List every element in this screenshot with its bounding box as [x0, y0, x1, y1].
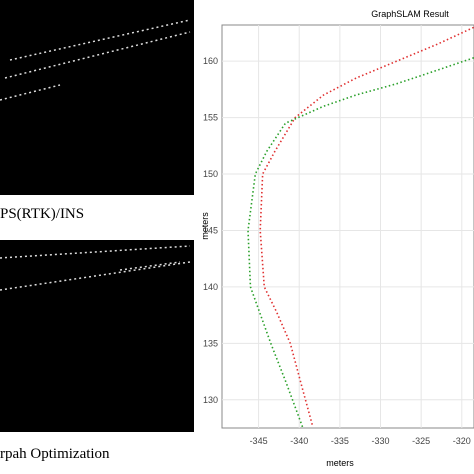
y-tick-label: 160	[203, 56, 218, 66]
y-tick-label: 140	[203, 282, 218, 292]
caption: PS(RTK)/INS	[0, 206, 84, 222]
y-tick-label: 130	[203, 395, 218, 405]
plot-area	[221, 24, 474, 429]
y-tick-label: 155	[203, 113, 218, 123]
point-cloud-bottom	[0, 240, 194, 432]
x-tick-label: -340	[290, 436, 308, 446]
point-cloud-top	[0, 0, 194, 195]
trajectory	[259, 26, 474, 425]
x-tick-label: -325	[412, 436, 430, 446]
chart-title: GraphSLAM Result	[371, 9, 449, 19]
y-tick-label: 150	[203, 169, 218, 179]
x-tick-label: -345	[250, 436, 268, 446]
y-axis-label: meters	[200, 212, 210, 240]
x-tick-label: -330	[372, 436, 390, 446]
y-tick-label: 145	[203, 225, 218, 235]
x-axis-label: meters	[326, 458, 354, 468]
trajectory	[247, 56, 474, 428]
x-tick-label: -320	[453, 436, 471, 446]
caption: rpah Optimization	[0, 446, 110, 462]
x-tick-label: -335	[331, 436, 349, 446]
y-tick-label: 135	[203, 338, 218, 348]
